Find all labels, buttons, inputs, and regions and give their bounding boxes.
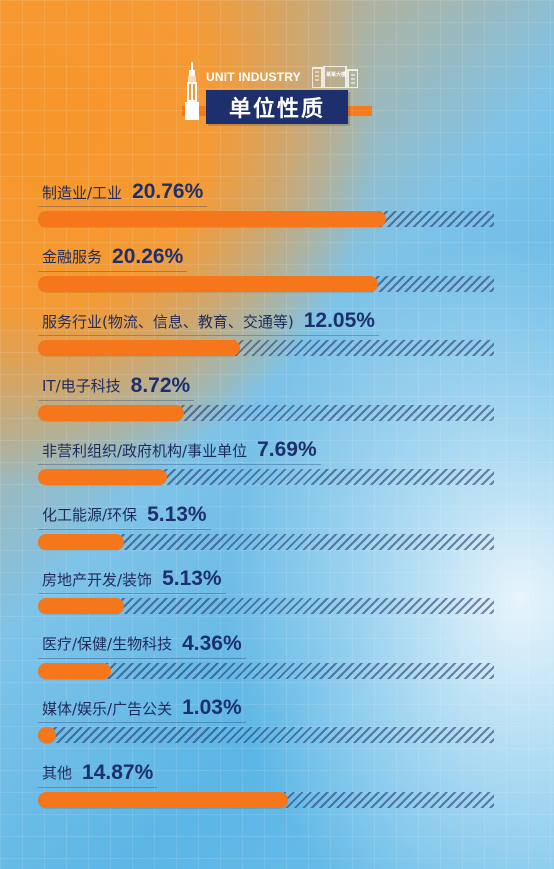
bar-track [38, 727, 494, 743]
bar-label-group: 非营利组织/政府机构/事业单位 7.69% [42, 436, 317, 464]
label-underline [38, 722, 246, 723]
bar-row: 非营利组织/政府机构/事业单位 7.69% [38, 436, 498, 496]
category-label: IT/电子科技 [42, 377, 121, 395]
bar-label-group: 媒体/娱乐/广告公关 1.03% [42, 694, 242, 722]
bar [38, 404, 185, 421]
bar-label-group: 制造业/工业 20.76% [42, 178, 203, 206]
bar-row: 房地产开发/装饰 5.13% [38, 565, 498, 625]
value-label: 20.26% [112, 244, 184, 268]
bar [38, 275, 378, 292]
bar [38, 598, 125, 614]
value-label: 8.72% [130, 373, 191, 397]
value-label: 4.36% [182, 631, 242, 655]
label-underline [38, 206, 207, 207]
header-subtitle: UNIT INDUSTRY [206, 70, 301, 84]
bar [38, 340, 241, 356]
bar-row: 医疗/保健/生物科技 4.36% [38, 630, 498, 690]
value-label: 7.69% [257, 438, 317, 461]
label-underline [38, 399, 194, 401]
category-label: 其他 [42, 764, 73, 782]
bar-row: 化工能源/环保 5.13% [38, 501, 498, 561]
label-underline [38, 657, 246, 659]
value-label: 14.87% [82, 760, 154, 784]
value-label: 12.05% [303, 309, 375, 332]
category-label: 非营利组织/政府机构/事业单位 [42, 441, 248, 460]
category-label: 媒体/娱乐/广告公关 [42, 699, 173, 718]
bar-track [38, 598, 494, 614]
bar-label-group: 化工能源/环保 5.13% [42, 501, 207, 529]
value-label: 20.76% [132, 180, 204, 203]
building-icon [312, 66, 358, 88]
bar-track [38, 662, 494, 679]
label-underline [38, 335, 379, 336]
label-underline [38, 464, 321, 465]
bar [38, 791, 288, 808]
category-label: 医疗/保健/生物科技 [42, 635, 173, 653]
bar-label-group: 金融服务 20.26% [42, 243, 183, 271]
bar-label-group: 房地产开发/装饰 5.13% [42, 565, 222, 593]
bar-row: 其他 14.87% [38, 759, 498, 819]
bar-row: 服务行业(物流、信息、教育、交通等) 12.05% [38, 307, 498, 367]
bar [38, 211, 387, 227]
label-underline [38, 593, 226, 594]
bar-row: IT/电子科技 8.72% [38, 372, 498, 432]
bar-label-group: 服务行业(物流、信息、教育、交通等) 12.05% [42, 307, 375, 335]
page-title: 单位性质 [206, 90, 348, 124]
bar-track [38, 533, 494, 550]
bar [38, 469, 168, 485]
building-sign: 某某大楼 [326, 72, 347, 78]
bar [38, 533, 125, 550]
value-label: 5.13% [147, 502, 207, 526]
value-label: 5.13% [162, 567, 222, 590]
category-label: 金融服务 [42, 248, 103, 266]
bar-row: 制造业/工业 20.76% [38, 178, 498, 238]
value-label: 1.03% [182, 696, 242, 719]
category-label: 房地产开发/装饰 [42, 570, 153, 589]
label-underline [38, 528, 211, 530]
bar [38, 727, 56, 743]
category-label: 制造业/工业 [42, 183, 123, 202]
category-label: 化工能源/环保 [42, 506, 138, 524]
bar-label-group: IT/电子科技 8.72% [42, 372, 190, 400]
bar [38, 662, 112, 679]
label-underline [38, 786, 157, 788]
category-label: 服务行业(物流、信息、教育、交通等) [42, 312, 294, 331]
bar-label-group: 其他 14.87% [42, 759, 153, 787]
tower-icon [185, 62, 199, 120]
bar-row: 金融服务 20.26% [38, 243, 498, 303]
bar-row: 媒体/娱乐/广告公关 1.03% [38, 694, 498, 754]
bar-label-group: 医疗/保健/生物科技 4.36% [42, 630, 242, 658]
label-underline [38, 270, 187, 272]
